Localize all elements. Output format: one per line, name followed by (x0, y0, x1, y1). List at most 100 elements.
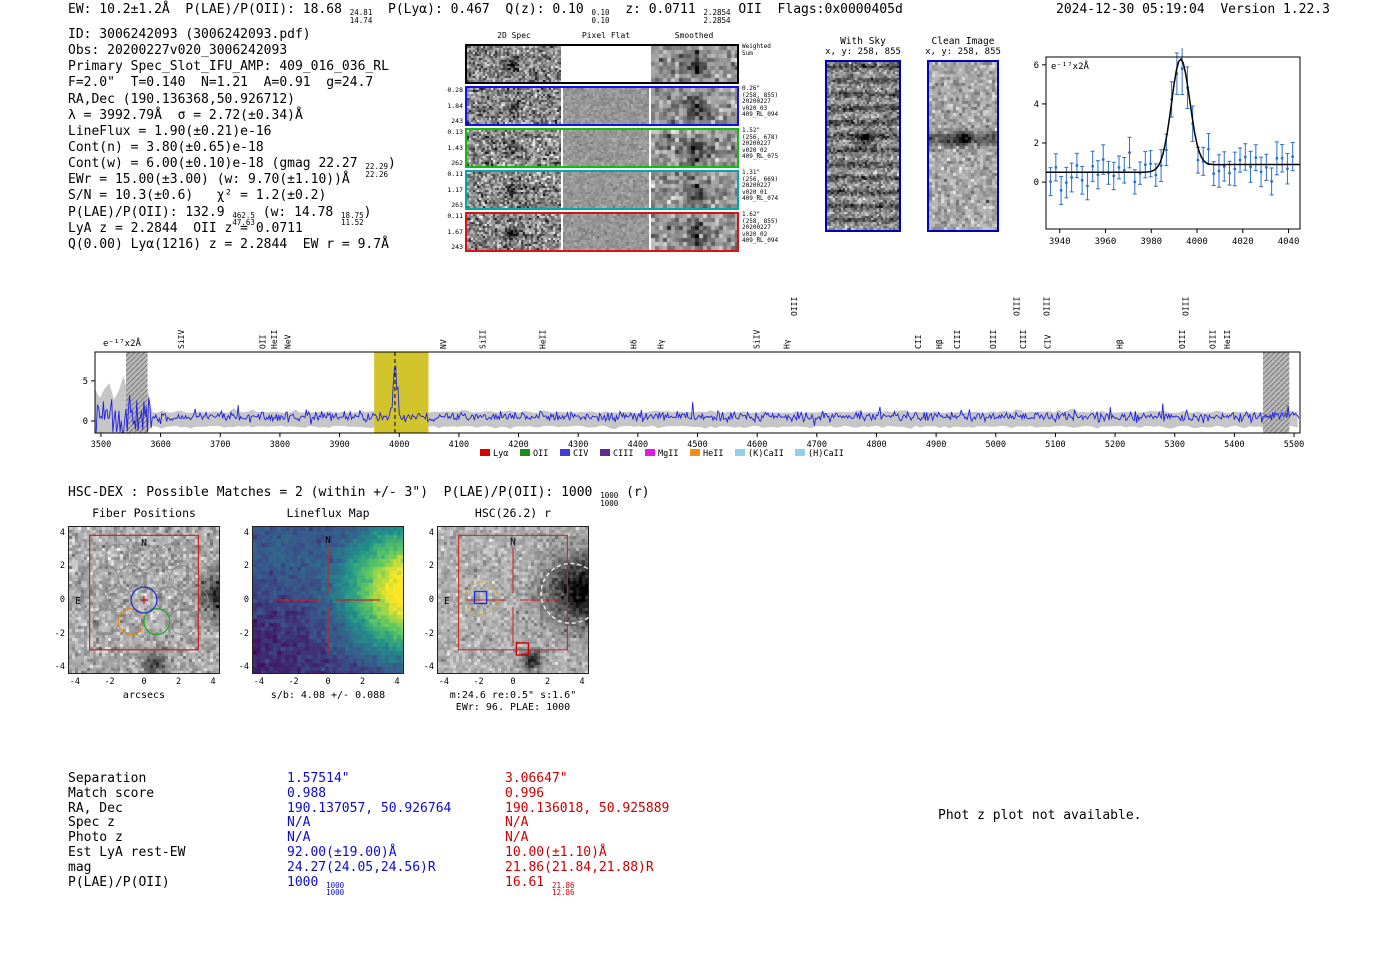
hi-lo-limits: 1000 1000 (326, 880, 345, 898)
x-tick-label: 5100 (1045, 440, 1065, 450)
hsc-ewr-plae-label: EWr: 96. PLAE: 1000 (455, 701, 571, 713)
spec2d-row: 0.28 1.84 243 0.26" (258, 855) 20200227 v020_0… (445, 85, 790, 126)
spec2d-row-images (465, 44, 739, 84)
pixel-flat-canvas (563, 214, 649, 250)
legend-label: HeII (703, 449, 723, 459)
hsc-morphology-label: m:24.6 re:0.5" s:1.6" (449, 690, 577, 701)
match-candidate2-value: 16.61 21.86 12.86 (505, 874, 575, 898)
info-line: ID: 3006242093 (3006242093.pdf) (68, 27, 311, 42)
north-label: N (510, 537, 516, 548)
hi-lo-limits: 0.10 0.10 (591, 8, 610, 25)
north-label: N (141, 538, 147, 549)
fiber-xlabel: arcsecs (122, 690, 166, 701)
detection-info-block: ID: 3006242093 (3006242093.pdf) Obs: 2020… (68, 27, 396, 253)
x-tick-label: 2 (359, 677, 366, 687)
pixel-flat-canvas (563, 130, 649, 166)
match-row-label: Photo z (68, 830, 123, 846)
emission-line-label: OIII (790, 297, 799, 316)
y-tick-label: 4 (428, 527, 434, 538)
match-table-row: Match score 0.988 0.996 (68, 786, 669, 801)
summary-header: EW: 10.2±1.2Å P(LAE)/P(OII): 18.68 24.81… (68, 2, 903, 25)
with-sky-canvas (825, 60, 901, 232)
emission-line-label: SiIV (177, 330, 186, 349)
x-tick-label: 4900 (926, 440, 946, 450)
spec2d-row-images (465, 86, 739, 126)
y-tick-label: 2 (428, 561, 434, 572)
x-tick-label: 4040 (1278, 237, 1300, 247)
flux-units-annotation: e⁻¹⁷x2Å (1051, 60, 1090, 72)
line-fit-plot: 0 2 4 6 3940 3960 3980 4000 4020 4040 e⁻¹⁷x2Å (1034, 48, 1301, 247)
emission-line-label: CIV (1044, 334, 1053, 349)
x-tick-label: 4 (579, 677, 585, 687)
hi-lo-limits: 2.2854 2.2854 (703, 8, 731, 25)
fiber-positions-title: Fiber Positions (92, 506, 196, 520)
x-tick-label: 5300 (1164, 440, 1184, 450)
spec2d-row: Weighted Sum (445, 43, 790, 84)
spec2d-row-annotation: 1.52" (256, 678) 20200227 v020_02 409_RL_075 (742, 127, 779, 161)
legend-label: CIV (573, 449, 588, 459)
photz-note: Phot z plot not available. (938, 808, 1142, 823)
hsc-dex-match-summary: HSC-DEX : Possible Matches = 2 (within +… (68, 485, 650, 508)
x-tick-label: 4800 (866, 440, 886, 450)
info-line: RA,Dec (190.136368,50.926712) (68, 91, 295, 107)
spec2d-row-annotation: 1.62" (258, 855) 20200227 v020_02 409_RL_094 (742, 211, 779, 245)
emission-line-label: Hδ (630, 339, 639, 349)
legend-label: (K)CaII (748, 449, 784, 459)
smoothed-canvas (651, 130, 737, 166)
hi-lo-limits: 21.86 12.86 (551, 880, 575, 898)
match-table-row: mag 24.27(24.05,24.56)R 21.86(21.84,21.88)… (68, 860, 669, 875)
emission-line-label: NV (439, 339, 448, 349)
x-tick-label: 5000 (986, 440, 1006, 450)
spec2d-row-images (465, 212, 739, 252)
x-tick-label: 3800 (270, 440, 290, 450)
spec2d-panel: 2D Spec Pixel Flat Smoothed Weighted Sum 0… (445, 31, 790, 252)
match-candidate1-value: 1000 1000 1000 (287, 874, 345, 898)
spec2d-cutout-canvas (467, 88, 561, 124)
x-tick-label: 0 (141, 677, 147, 687)
match-row-label: Separation (68, 771, 147, 786)
north-label: N (325, 535, 331, 546)
spec2d-row-annotation: 0.26" (258, 855) 20200227 v020_03 409_RL_094 (742, 85, 779, 119)
spec2d-cutout-canvas (467, 46, 561, 82)
x-tick-label: 5200 (1105, 440, 1125, 450)
info-line: Cont(n) = 3.80(±0.65)e-18 (68, 139, 264, 155)
x-tick-label: 4020 (1232, 237, 1254, 247)
x-tick-label: 3940 (1049, 237, 1071, 247)
pixel-flat-canvas (563, 88, 649, 124)
match-candidate2-value: N/A (505, 815, 529, 831)
info-line: Obs: 20200227v020_3006242093 (68, 43, 288, 59)
emission-line-label: CIII (953, 330, 962, 349)
y-tick-label: 0 (59, 595, 65, 605)
clean-image-title: Clean Image (931, 36, 995, 47)
emission-line-label: Hγ (657, 339, 666, 349)
emission-line-label: Hβ (1115, 339, 1124, 349)
spec2d-row-stats: 0.11 1.17 263 (447, 170, 463, 209)
lineflux-map-panel: Lineflux Map N -4 -4 -2 -2 0 0 2 2 4 4 s/b: 4.08 … (236, 506, 426, 702)
x-tick-label: 3980 (1140, 237, 1162, 247)
match-row-label: P(LAE)/P(OII) (68, 874, 170, 890)
hsc-cutout-title: HSC(26.2) r (474, 506, 552, 520)
info-line: LyA z = 2.2844 OII z = 0.0711 (68, 220, 303, 236)
match-table: Separation 1.57514" 3.06647" Match score 0.9… (68, 771, 669, 898)
match-row-label: Match score (68, 785, 155, 801)
spec2d-row: 0.11 1.67 243 1.62" (258, 855) 20200227 v020_0… (445, 211, 790, 252)
emission-line-label: CII (914, 334, 923, 349)
full-spectrum-plot: 0 5 3500 3600 3700 3800 3900 4000 4100 4200 4300 44… (83, 297, 1305, 459)
x-tick-label: 3960 (1095, 237, 1117, 247)
match-candidate1-value: 1.57514" (287, 771, 350, 786)
y-tick-label: 2 (59, 561, 65, 572)
hi-lo-limits: 18.75 11.52 (341, 210, 364, 228)
spec2d-row-stats: 0.13 1.43 262 (447, 128, 463, 167)
x-tick-label: 4200 (508, 440, 528, 450)
with-sky-coords: x, y: 258, 855 (825, 47, 901, 57)
legend-label: (H)CaII (808, 449, 844, 459)
fiber-positions-overlay: NE (75, 534, 209, 651)
with-sky-title: With Sky (840, 36, 886, 47)
x-tick-label: 2 (544, 677, 551, 687)
match-table-row: Separation 1.57514" 3.06647" (68, 771, 669, 786)
match-candidate1-value: N/A (287, 815, 311, 831)
